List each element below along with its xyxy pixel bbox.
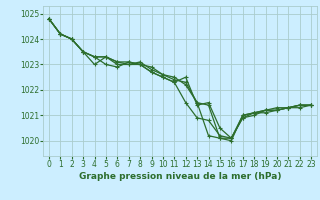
X-axis label: Graphe pression niveau de la mer (hPa): Graphe pression niveau de la mer (hPa) (79, 172, 281, 181)
